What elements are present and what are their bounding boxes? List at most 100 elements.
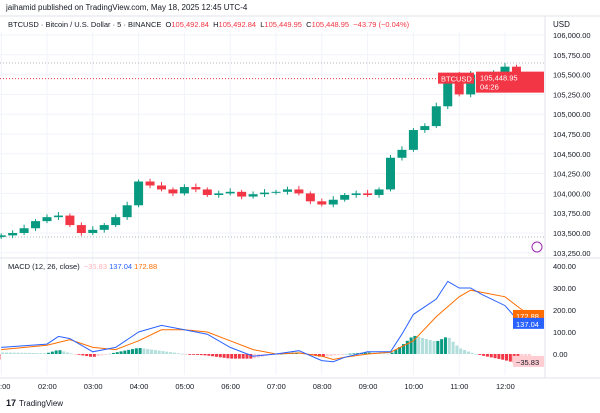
- histogram-bar: [318, 354, 322, 357]
- histogram-bar: [89, 354, 93, 357]
- footer-brand: TradingView: [19, 398, 64, 408]
- histogram-bar: [367, 352, 371, 354]
- candle-body: [420, 126, 430, 131]
- histogram-bar: [47, 352, 51, 354]
- histogram-bar: [5, 352, 9, 354]
- change-value: −43.79 (−0.04%): [353, 20, 410, 29]
- candle-body: [271, 191, 281, 193]
- histogram-bar: [356, 353, 360, 354]
- histogram-bar: [62, 351, 66, 354]
- histogram-bar: [134, 348, 138, 354]
- histogram-bar: [150, 349, 154, 354]
- histogram-bar: [405, 340, 409, 354]
- histogram-bar: [195, 354, 199, 355]
- histogram-bar: [203, 354, 207, 356]
- low-value: 105,449.95: [264, 20, 302, 29]
- histogram-bar: [443, 337, 447, 354]
- histogram-bar: [169, 352, 173, 354]
- price-tick-label: 103,750.00: [553, 209, 591, 218]
- candle-body: [363, 193, 373, 195]
- macd-legend-macd: 137.04: [109, 262, 133, 271]
- histogram-bar: [69, 353, 73, 355]
- histogram-bar: [413, 335, 417, 354]
- macd-line: [1, 280, 531, 363]
- histogram-bar: [184, 354, 188, 355]
- histogram-bar: [96, 354, 100, 357]
- candle-body: [386, 157, 395, 190]
- macd-legend-signal: 172.88: [134, 262, 158, 271]
- histogram-bar: [466, 351, 470, 354]
- price-tick-label: 105,500.00: [553, 71, 591, 80]
- price-tick-label: 104,250.00: [553, 170, 591, 179]
- time-tick-label: 09:00: [359, 382, 378, 391]
- candle-body: [511, 66, 521, 75]
- histogram-bar: [321, 354, 325, 357]
- histogram-bar: [8, 352, 12, 354]
- time-tick-label: 10:00: [404, 382, 423, 391]
- time-tick-label: 11:00: [450, 382, 468, 391]
- histogram-bar: [386, 353, 390, 355]
- histogram-bar: [234, 354, 238, 359]
- candle-body: [99, 225, 109, 230]
- high-value: 105,492.84: [218, 20, 257, 29]
- time-tick-label: 07:00: [267, 382, 286, 391]
- ohlc-legend: BTCUSD · Bitcoin / U.S. Dollar · 5 · BIN…: [8, 20, 409, 29]
- candle-body: [248, 194, 258, 197]
- histogram-bar: [501, 354, 505, 360]
- histogram-bar: [172, 352, 176, 354]
- macd-tick-label: 400.00: [553, 262, 576, 271]
- histogram-bar: [119, 351, 123, 354]
- histogram-bar: [508, 354, 512, 362]
- histogram-bar: [1, 352, 5, 354]
- candle-body: [191, 187, 201, 190]
- candle-body: [340, 194, 350, 200]
- histogram-bar: [463, 349, 467, 354]
- histogram-bar: [108, 353, 112, 355]
- histogram-bar: [447, 337, 451, 354]
- price-badge: [476, 71, 544, 93]
- publisher-line: jaihamid published on TradingView.com, M…: [6, 3, 248, 12]
- candle-body: [214, 193, 224, 195]
- histogram-bar: [237, 354, 241, 359]
- candle-body: [8, 233, 18, 236]
- price-tick-label: 104,750.00: [553, 130, 591, 139]
- price-tick-label: 103,250.00: [553, 249, 591, 258]
- candle-body: [294, 189, 304, 194]
- candle-body: [145, 181, 155, 186]
- candle-body: [408, 130, 418, 150]
- price-tick-label: 105,250.00: [553, 90, 591, 99]
- candle-body: [19, 228, 29, 233]
- histogram-bar: [188, 354, 192, 355]
- price-tick-label: 103,500.00: [553, 229, 591, 238]
- histogram-bar: [127, 349, 131, 354]
- symbol-badge: [438, 72, 474, 84]
- histogram-bar: [77, 354, 81, 355]
- symbol-description[interactable]: BTCUSD · Bitcoin / U.S. Dollar · 5 · BIN…: [8, 20, 162, 29]
- histogram-bar: [115, 352, 119, 354]
- histogram-bar: [85, 354, 89, 357]
- candle-body: [397, 149, 407, 158]
- macd-tick-label: 300.00: [553, 284, 576, 293]
- close-label: C: [306, 20, 312, 29]
- signal-badge: [513, 309, 544, 321]
- histogram-bar: [35, 353, 39, 354]
- macd-legend-label[interactable]: MACD (12, 26, close): [8, 262, 80, 271]
- macd-badge-text: 137.04: [516, 320, 539, 329]
- histogram-bar: [100, 354, 104, 356]
- histogram-bar: [340, 354, 344, 355]
- candle-body: [260, 192, 270, 195]
- histogram-bar: [348, 353, 352, 355]
- symbol-badge-text: BTCUSD: [441, 75, 472, 84]
- time-tick-label: 04:00: [130, 382, 149, 391]
- histogram-bar: [16, 352, 20, 354]
- time-tick-label: 12:00: [496, 382, 515, 391]
- time-tick-label: 06:00: [221, 382, 240, 391]
- candle-body: [328, 199, 338, 205]
- candle-body: [282, 189, 292, 192]
- histogram-bar: [398, 347, 402, 354]
- currency-label: USD: [553, 20, 570, 29]
- tradingview-logo-icon: 17: [6, 398, 17, 408]
- histogram-bar: [497, 354, 501, 359]
- histogram-bar: [27, 352, 31, 354]
